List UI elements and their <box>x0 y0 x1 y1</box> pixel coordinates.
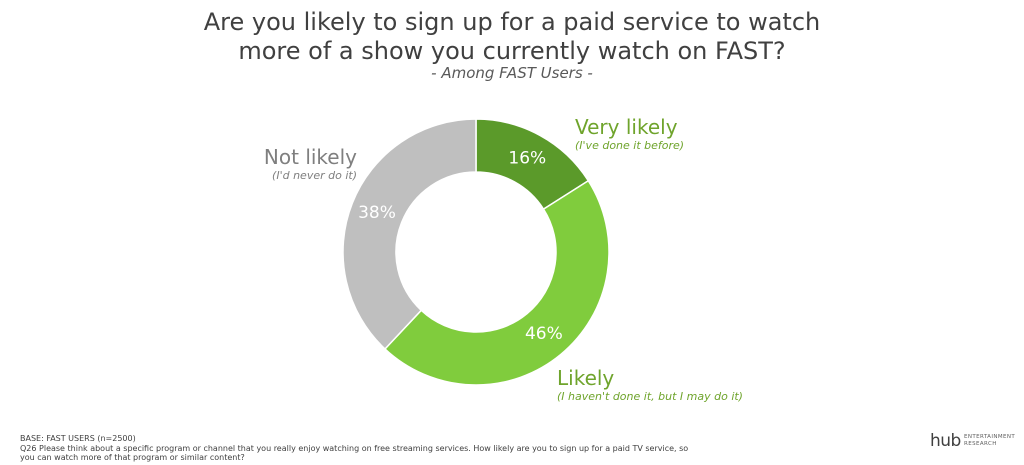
donut-slice-likely <box>383 179 610 386</box>
donut-value-label-likely: 46% <box>525 324 563 344</box>
donut-value-label-not-likely: 38% <box>358 203 396 223</box>
chart-title-line-1: Are you likely to sign up for a paid ser… <box>203 8 821 36</box>
donut-slice-not-likely <box>342 118 477 351</box>
chart-title: Are you likely to sign up for a paid ser… <box>0 8 1024 66</box>
logo-wordmark: hub <box>930 431 961 451</box>
logo-subtext-line-1: ENTERTAINMENT <box>964 434 1016 440</box>
category-label-likely: Likely (I haven't done it, but I may do … <box>557 366 743 404</box>
category-name-very-likely: Very likely <box>575 115 678 139</box>
category-label-not-likely: Not likely (I'd never do it) <box>240 145 357 183</box>
donut-value-label-very-likely: 16% <box>508 149 546 169</box>
footer-question-line-2: you can watch more of that program or si… <box>20 453 245 462</box>
footer-notes: BASE: FAST USERS (n=2500) Q26 Please thi… <box>20 434 740 463</box>
category-name-not-likely: Not likely <box>263 145 357 169</box>
chart-subtitle: - Among FAST Users - <box>431 64 593 82</box>
category-note-not-likely: (I'd never do it) <box>272 169 357 182</box>
footer-question-line-1: Q26 Please think about a specific progra… <box>20 443 689 453</box>
chart-title-line-2: more of a show you currently watch on FA… <box>238 37 786 65</box>
category-label-very-likely: Very likely (I've done it before) <box>575 115 684 153</box>
category-name-likely: Likely <box>557 366 615 390</box>
logo-subtext-line-2: RESEARCH <box>964 441 997 447</box>
footer-base: BASE: FAST USERS (n=2500) <box>20 434 136 443</box>
category-note-very-likely: (I've done it before) <box>575 139 685 152</box>
category-note-likely: (I haven't done it, but I may do it) <box>557 390 743 403</box>
logo-subtext: ENTERTAINMENT RESEARCH <box>964 434 1015 448</box>
hub-logo: hub ENTERTAINMENT RESEARCH <box>930 431 1020 453</box>
